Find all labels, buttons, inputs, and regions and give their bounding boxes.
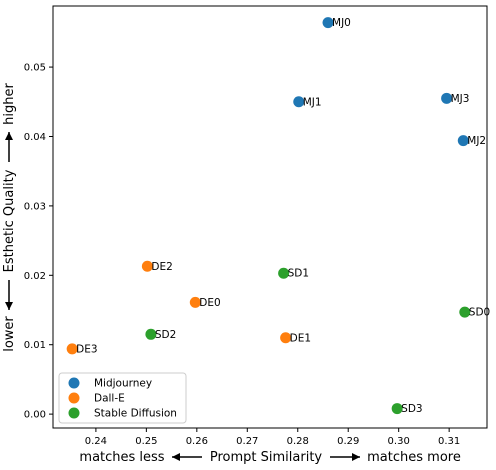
x-tick-label: 0.29 [337, 436, 359, 447]
point-stable-diffusion-sd3 [391, 403, 403, 415]
legend-marker-midjourney [68, 377, 80, 389]
point-label-mj2: MJ2 [467, 135, 486, 147]
y-tick-label: 0.02 [24, 271, 46, 282]
point-dall-e-de2 [141, 260, 153, 272]
y-axis-label-bottom: lower [2, 316, 17, 352]
axes-frame [52, 5, 488, 429]
x-axis-arrowhead-right [352, 453, 360, 461]
y-tick-label: 0.04 [24, 132, 46, 143]
point-label-sd1: SD1 [288, 268, 309, 280]
point-dall-e-de3 [66, 343, 78, 355]
y-axis-arrowhead-up [5, 132, 13, 140]
point-label-de2: DE2 [151, 261, 172, 273]
data-points: MJ0 MJ1 MJ3 MJ2 DE2 DE0 DE1 DE3 SD1 SD0 SD2 SD3 [66, 17, 490, 415]
x-tick-label: 0.30 [388, 436, 410, 447]
point-stable-diffusion-sd1 [278, 267, 290, 279]
point-stable-diffusion-sd2 [145, 328, 157, 340]
x-tick-label: 0.26 [186, 436, 208, 447]
point-label-mj3: MJ3 [451, 93, 470, 105]
x-tick-label: 0.31 [438, 436, 460, 447]
point-label-sd2: SD2 [155, 329, 176, 341]
point-label-sd0: SD0 [469, 307, 490, 319]
legend-label-midjourney: Midjourney [94, 378, 152, 390]
x-axis-ticks: 0.24 0.25 0.26 0.27 0.28 0.29 0.30 0.31 [85, 428, 460, 447]
x-axis-label-left: matches less [79, 450, 164, 465]
y-axis-label-top: higher [2, 83, 17, 125]
x-axis-label-center: Prompt Similarity [210, 450, 323, 465]
point-label-de1: DE1 [290, 332, 311, 344]
y-tick-label: 0.05 [24, 63, 46, 74]
x-tick-label: 0.24 [85, 436, 107, 447]
point-label-mj0: MJ0 [332, 17, 351, 29]
legend-label-dall-e: Dall-E [94, 393, 125, 405]
y-axis-arrowhead-down [5, 302, 13, 310]
y-tick-label: 0.03 [24, 201, 46, 212]
y-axis-label-center: Esthetic Quality [2, 169, 17, 272]
legend-marker-dall-e [68, 392, 80, 404]
point-stable-diffusion-sd0 [459, 306, 471, 318]
y-tick-label: 0.00 [24, 410, 46, 421]
point-midjourney-mj3 [441, 92, 453, 104]
point-label-de0: DE0 [199, 297, 220, 309]
point-midjourney-mj0 [322, 17, 334, 29]
x-axis-arrowhead-left [172, 453, 180, 461]
point-midjourney-mj2 [457, 135, 469, 147]
y-axis-ticks: 0.00 0.01 0.02 0.03 0.04 0.05 [24, 63, 53, 421]
point-label-mj1: MJ1 [303, 96, 322, 108]
x-tick-label: 0.25 [135, 436, 157, 447]
x-axis-label-right: matches more [367, 450, 461, 465]
point-dall-e-de1 [280, 332, 292, 344]
point-label-de3: DE3 [76, 343, 97, 355]
legend-box [58, 372, 187, 424]
x-tick-label: 0.28 [287, 436, 309, 447]
legend: Midjourney Dall-E Stable Diffusion [58, 372, 187, 424]
legend-marker-stable-diffusion [68, 407, 80, 419]
x-axis-label: matches less Prompt Similarity matches m… [79, 450, 460, 465]
legend-label-stable-diffusion: Stable Diffusion [94, 408, 177, 420]
point-dall-e-de0 [189, 296, 201, 308]
y-axis-label: higher Esthetic Quality lower [2, 83, 17, 352]
y-tick-label: 0.01 [24, 340, 46, 351]
plot-area [52, 5, 488, 429]
point-midjourney-mj1 [293, 96, 305, 108]
point-label-sd3: SD3 [401, 403, 422, 415]
x-tick-label: 0.27 [236, 436, 258, 447]
